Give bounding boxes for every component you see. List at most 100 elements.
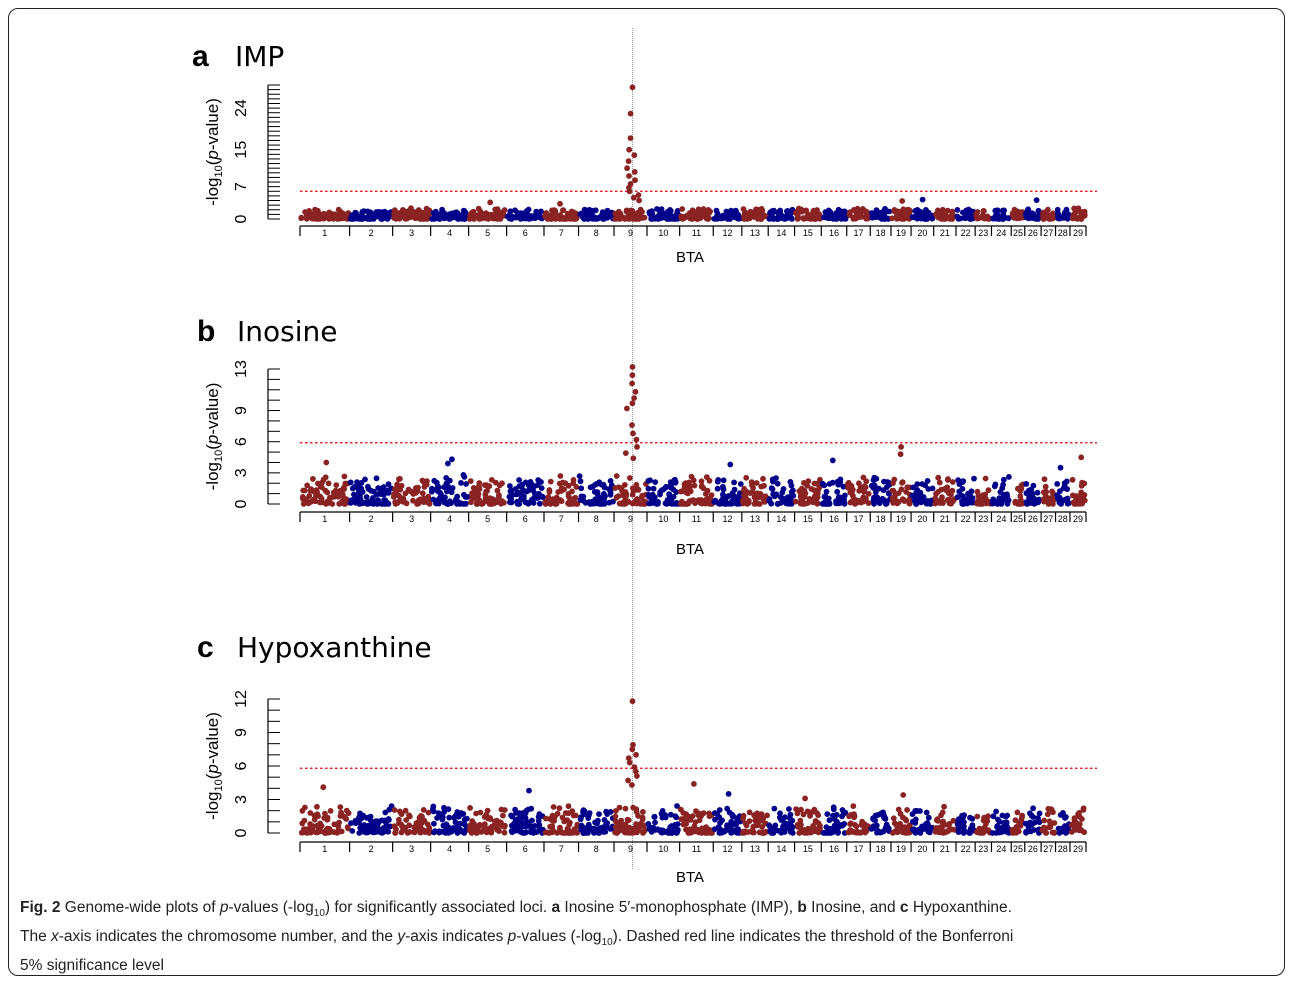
snp-point — [668, 499, 675, 505]
snp-point — [304, 482, 311, 489]
x-tick-label: 9 — [628, 228, 633, 238]
snp-point — [798, 208, 805, 215]
snp-point — [598, 501, 605, 507]
snp-point — [522, 815, 529, 822]
snp-point — [1047, 806, 1054, 813]
x-tick-label: 2 — [369, 228, 374, 238]
snp-point — [408, 205, 414, 212]
snp-point — [1036, 819, 1043, 826]
snp-point — [368, 824, 375, 831]
snp-point — [801, 830, 808, 836]
x-tick-label: 1 — [322, 228, 327, 238]
snp-point — [899, 479, 905, 486]
snp-point — [714, 212, 720, 219]
snp-point — [365, 500, 372, 507]
snp-point — [482, 491, 489, 498]
y-axis-label-sub: 10 — [213, 165, 225, 177]
snp-point — [570, 480, 577, 487]
snp-point — [1039, 827, 1046, 834]
caption-text: ) for significantly associated loci. — [324, 899, 552, 916]
x-tick-label: 17 — [853, 844, 863, 854]
snp-point — [686, 479, 692, 486]
snp-point — [891, 208, 898, 215]
snp-point — [828, 212, 835, 219]
peak-point — [629, 364, 636, 370]
snp-point — [733, 827, 740, 834]
peak-point — [636, 197, 642, 204]
snp-point — [501, 829, 508, 836]
snp-point — [509, 829, 516, 836]
snp-point — [898, 215, 905, 222]
snp-point — [933, 825, 940, 831]
snp-point — [734, 501, 740, 507]
snp-point — [1000, 497, 1006, 504]
snp-point — [356, 830, 363, 836]
snp-point — [808, 486, 815, 492]
snp-point — [461, 216, 468, 222]
snp-point — [600, 829, 607, 835]
snp-point — [363, 494, 370, 500]
snp-point — [656, 827, 663, 834]
x-tick-label: 28 — [1058, 514, 1068, 524]
snp-point — [1034, 489, 1041, 496]
snp-point — [826, 481, 833, 487]
snp-point — [741, 488, 747, 494]
snp-point — [943, 829, 950, 835]
snp-point — [698, 483, 705, 490]
caption-text: Genome-wide plots of — [60, 899, 220, 916]
figure-frame — [8, 8, 1285, 976]
snp-point — [944, 484, 951, 491]
snp-point — [557, 473, 564, 479]
snp-point — [414, 501, 420, 507]
snp-point — [800, 215, 807, 222]
x-tick-label: 26 — [1028, 514, 1038, 524]
caption-text: -values (-log — [228, 899, 314, 916]
snp-point — [510, 214, 517, 221]
x-tick-label: 18 — [876, 228, 886, 238]
snp-point — [745, 497, 752, 504]
snp-point — [486, 211, 492, 218]
snp-point — [338, 499, 345, 506]
snp-point — [754, 500, 761, 507]
snp-point — [300, 495, 306, 502]
snp-point — [476, 497, 482, 503]
snp-point — [550, 827, 556, 834]
snp-point — [664, 216, 670, 222]
snp-point — [398, 821, 404, 828]
snp-point — [452, 209, 459, 216]
snp-point — [1071, 815, 1078, 821]
snp-point — [569, 488, 575, 495]
x-tick-label: 21 — [940, 514, 950, 524]
snp-point — [693, 210, 700, 216]
snp-point — [724, 215, 731, 222]
snp-point — [1044, 811, 1051, 818]
snp-point — [864, 824, 870, 831]
snp-point — [455, 813, 462, 820]
snp-point — [890, 480, 896, 486]
snp-point — [323, 829, 329, 836]
x-tick-label: 2 — [369, 514, 374, 524]
snp-point — [705, 215, 712, 221]
snp-point — [532, 214, 539, 221]
panel-title: IMP — [235, 40, 284, 73]
snp-point — [308, 486, 314, 493]
snp-point — [426, 207, 433, 214]
peak-point — [526, 787, 532, 794]
snp-point — [532, 823, 538, 829]
snp-point — [824, 811, 831, 817]
snp-point — [698, 478, 705, 485]
snp-point — [751, 494, 758, 501]
snp-point — [462, 501, 469, 507]
snp-point — [1041, 817, 1048, 824]
snp-point — [1000, 481, 1006, 488]
snp-point — [603, 808, 609, 815]
x-tick-label: 17 — [853, 514, 863, 524]
snp-point — [1041, 496, 1047, 502]
snp-point — [716, 807, 723, 813]
snp-point — [610, 498, 616, 505]
snp-point — [740, 499, 746, 505]
snp-point — [533, 829, 540, 835]
snp-point — [764, 812, 770, 819]
peak-point — [900, 792, 907, 798]
x-tick-label: 28 — [1058, 228, 1068, 238]
